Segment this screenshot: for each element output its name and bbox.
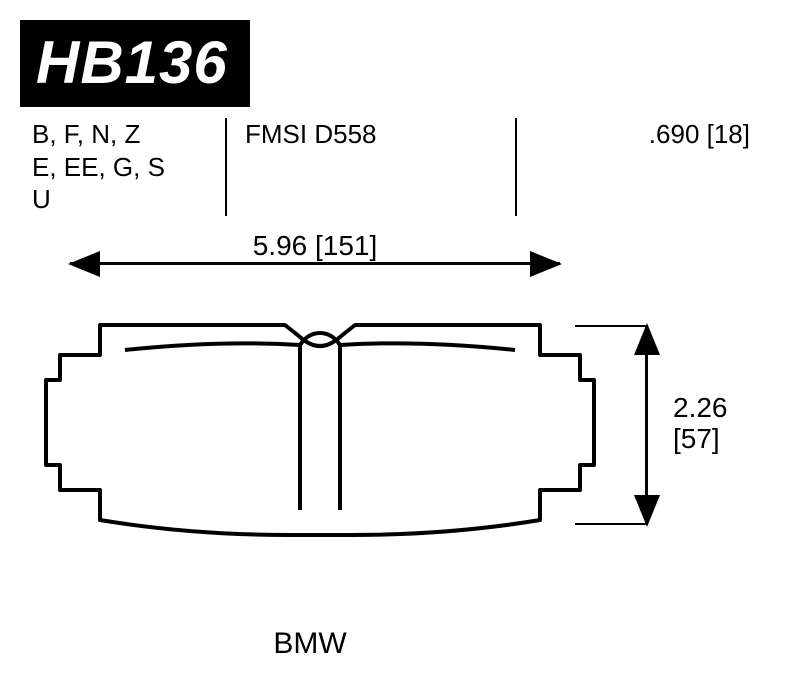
compounds-column: B, F, N, Z E, EE, G, S U: [20, 118, 225, 216]
vehicle-label: BMW: [0, 627, 620, 661]
fmsi-column: FMSI D558: [225, 118, 515, 216]
arrow-down-icon: [634, 495, 660, 527]
pad-inner-left: [125, 343, 300, 510]
height-value-in: 2.26: [673, 393, 728, 424]
arrow-up-icon: [634, 323, 660, 355]
pad-inner-right: [340, 343, 515, 510]
compounds-line-1: B, F, N, Z: [32, 118, 211, 151]
width-label: 5.96 [151]: [70, 230, 560, 262]
height-dimension: 2.26 [57]: [635, 325, 785, 525]
width-value: 5.96 [151]: [241, 230, 390, 261]
fmsi-code: FMSI D558: [245, 118, 501, 151]
diagram-area: 5.96 [151] 2.26 [57]: [0, 240, 800, 660]
brake-pad-drawing: [40, 315, 600, 545]
height-label: 2.26 [57]: [673, 393, 728, 455]
thickness-column: .690 [18]: [515, 118, 780, 216]
part-number: HB136: [36, 29, 228, 96]
thickness-value: .690 [18]: [535, 118, 750, 151]
width-dimension: 5.96 [151]: [70, 240, 560, 290]
width-dim-line: [70, 262, 560, 265]
compounds-line-3: U: [32, 183, 211, 216]
height-value-mm: [57]: [673, 424, 728, 455]
compounds-line-2: E, EE, G, S: [32, 151, 211, 184]
title-bar: HB136: [20, 20, 250, 107]
info-row: B, F, N, Z E, EE, G, S U FMSI D558 .690 …: [20, 118, 780, 216]
pad-outline: [46, 325, 594, 535]
